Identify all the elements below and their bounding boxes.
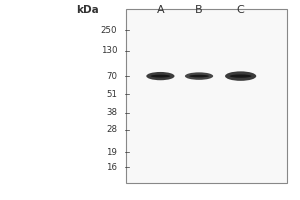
- FancyBboxPatch shape: [126, 9, 287, 183]
- Ellipse shape: [230, 74, 252, 78]
- Text: 19: 19: [106, 148, 117, 157]
- Ellipse shape: [225, 71, 256, 81]
- Text: 16: 16: [106, 163, 117, 172]
- Ellipse shape: [151, 75, 170, 78]
- Ellipse shape: [146, 72, 175, 80]
- Text: 38: 38: [106, 108, 117, 117]
- Text: A: A: [157, 5, 164, 15]
- Ellipse shape: [185, 72, 213, 80]
- Text: C: C: [237, 5, 244, 15]
- Text: 70: 70: [106, 72, 117, 81]
- Text: 28: 28: [106, 125, 117, 134]
- Text: kDa: kDa: [76, 5, 99, 15]
- Text: B: B: [195, 5, 203, 15]
- Text: 250: 250: [101, 26, 117, 35]
- Text: 130: 130: [101, 46, 117, 55]
- Text: 51: 51: [106, 90, 117, 99]
- Ellipse shape: [189, 75, 209, 77]
